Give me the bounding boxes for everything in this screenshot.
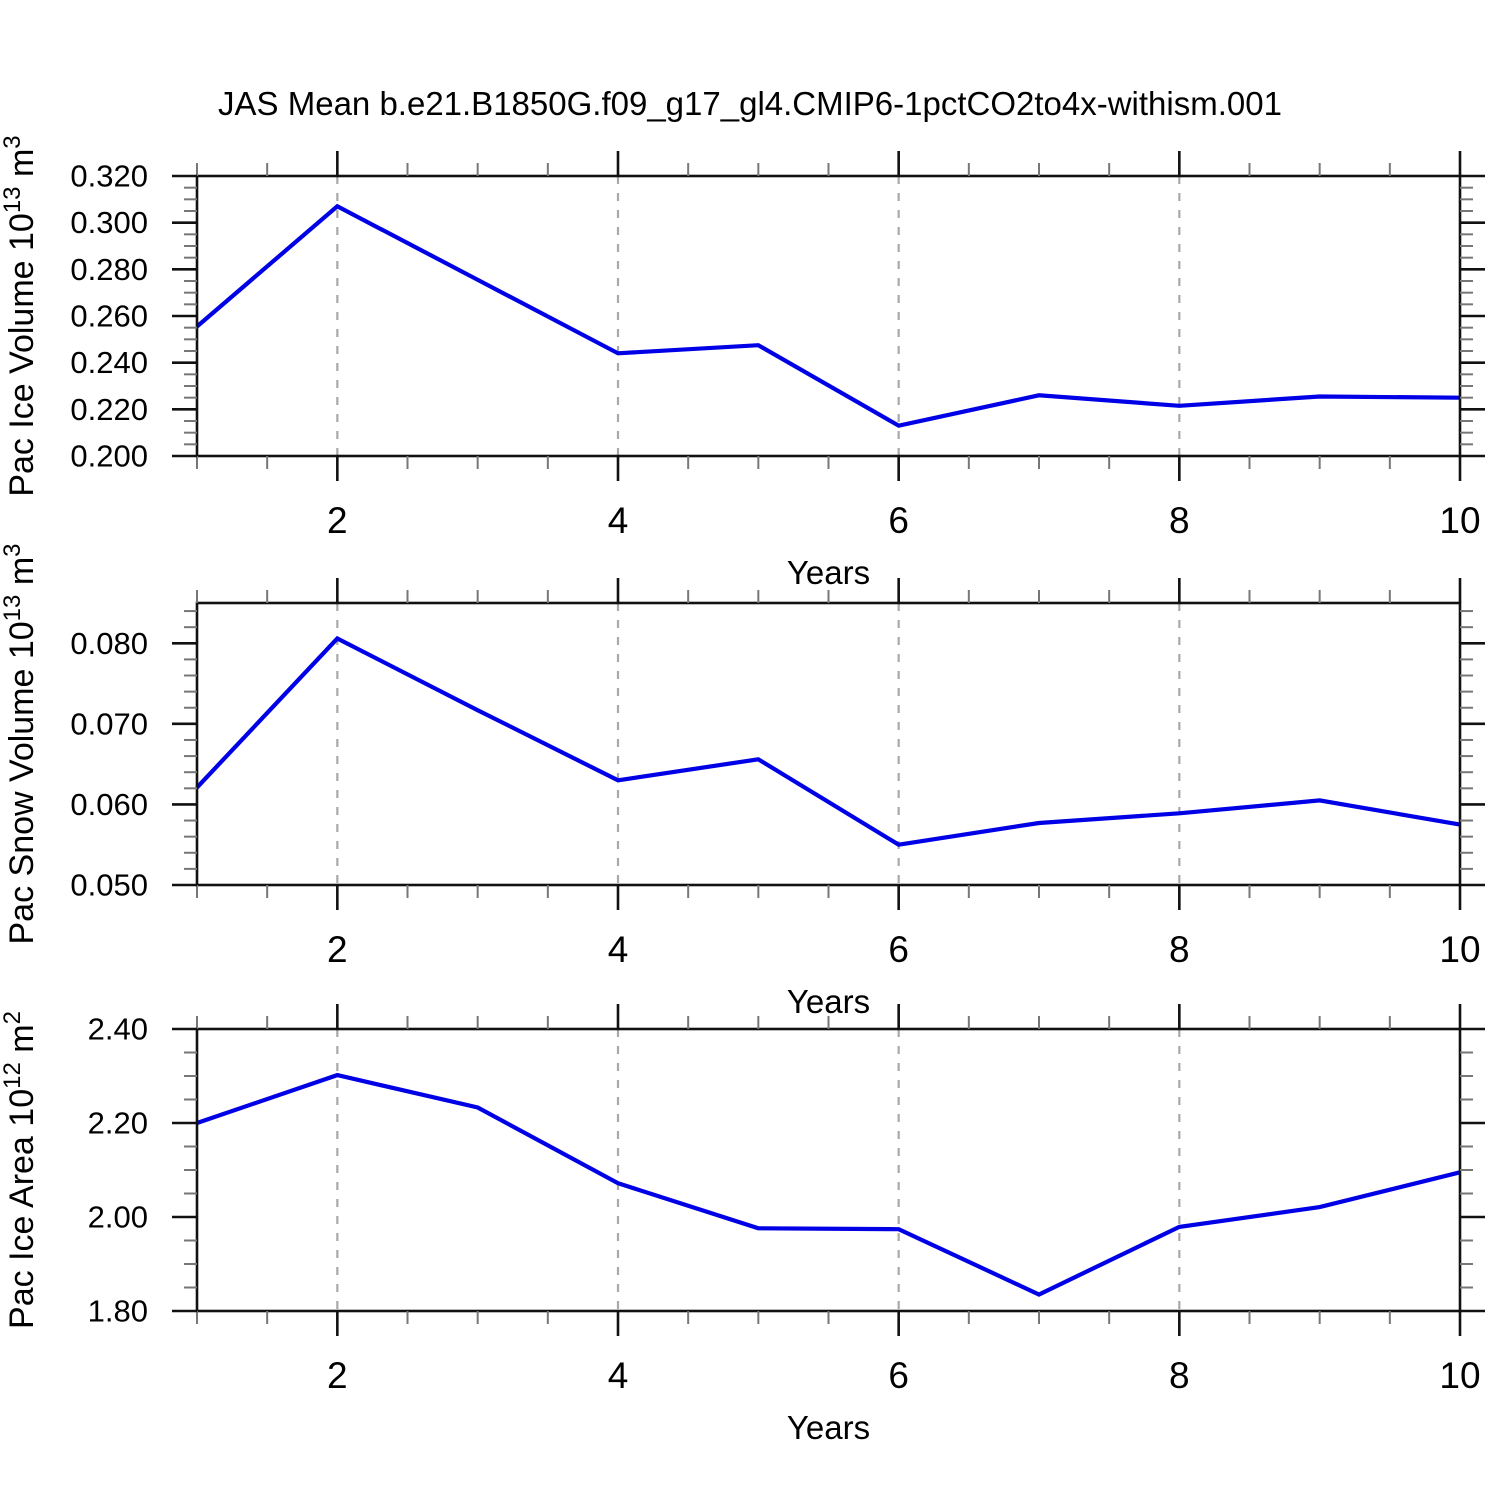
x-tick-label: 10 [1439, 929, 1480, 970]
x-axis-title: Years [787, 983, 870, 1020]
y-axis-title: Pac Snow Volume 1013 m3 [0, 543, 41, 944]
y-axis-title: Pac Ice Volume 1013 m3 [0, 135, 41, 496]
y-tick-label: 0.080 [70, 626, 148, 661]
data-line-pac-ice-area [196, 1072, 1461, 1297]
y-tick-label: 2.20 [88, 1106, 148, 1141]
x-axis-title: Years [787, 554, 870, 591]
x-tick-label: 2 [327, 500, 348, 541]
y-tick-label: 0.320 [70, 159, 148, 194]
x-tick-label: 6 [888, 500, 909, 541]
x-tick-label: 2 [327, 1355, 348, 1396]
y-tick-label: 0.260 [70, 299, 148, 334]
x-tick-label: 2 [327, 929, 348, 970]
x-tick-label: 8 [1169, 1355, 1190, 1396]
y-tick-label: 2.00 [88, 1200, 148, 1235]
x-tick-label: 6 [888, 929, 909, 970]
x-tick-label: 4 [608, 500, 629, 541]
y-tick-label: 1.80 [88, 1294, 148, 1329]
panel-frame [195, 601, 1462, 887]
panel-pac-ice-area: 1.80 2.00 2.20 2.40 2 4 6 8 10 Years Pac Ice Area … [0, 1004, 1485, 1446]
data-line-pac-ice-volume [195, 203, 1461, 428]
x-tick-label: 8 [1169, 929, 1190, 970]
x-axis-title: Years [787, 1409, 870, 1446]
y-tick-label: 0.240 [70, 345, 148, 380]
panel-pac-ice-volume: 0.200 0.220 0.240 0.260 0.280 0.300 0.320 2 4 6 8 1… [0, 135, 1485, 591]
x-tick-label: 10 [1439, 1355, 1480, 1396]
chart-title: JAS Mean b.e21.B1850G.f09_g17_gl4.CMIP6-… [218, 85, 1282, 122]
y-tick-label: 0.220 [70, 392, 148, 427]
y-tick-label: 0.200 [70, 439, 148, 474]
x-tick-label: 8 [1169, 500, 1190, 541]
x-tick-label: 6 [888, 1355, 909, 1396]
panel-frame [195, 1027, 1462, 1313]
x-tick-label: 4 [608, 1355, 629, 1396]
x-tick-label: 10 [1439, 500, 1480, 541]
y-tick-label: 0.280 [70, 252, 148, 287]
y-tick-label: 0.060 [70, 787, 148, 822]
x-tick-label: 4 [608, 929, 629, 970]
y-tick-label: 0.070 [70, 706, 148, 741]
y-tick-label: 0.300 [70, 205, 148, 240]
y-axis-title: Pac Ice Area 1012 m2 [0, 1011, 41, 1329]
y-tick-label: 2.40 [88, 1012, 148, 1047]
data-line-pac-snow-volume [195, 635, 1461, 847]
panel-pac-snow-volume: 0.050 0.060 0.070 0.080 2 4 6 8 10 Years Pac Snow … [0, 543, 1485, 1020]
panel-frame [195, 174, 1462, 458]
y-tick-label: 0.050 [70, 868, 148, 903]
